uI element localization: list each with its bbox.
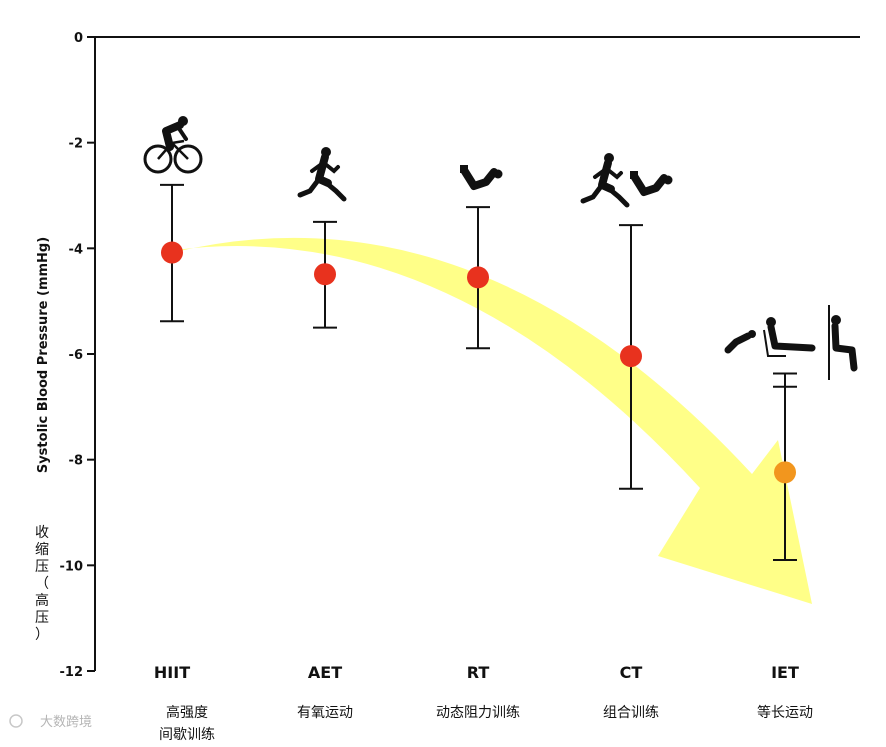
y-tick-label: 0 xyxy=(74,31,83,46)
data-point xyxy=(314,263,336,286)
weightlifter-icon xyxy=(460,165,503,190)
data-point xyxy=(620,345,642,368)
isometric-exercises-icon xyxy=(724,305,858,380)
cyclist-icon xyxy=(143,116,203,174)
data-points xyxy=(161,241,796,484)
y-axis-label-cn: 收缩压（高压） xyxy=(35,525,49,643)
x-tick-sublabel: 组合训练 xyxy=(603,705,659,721)
y-axis-label-cn-char: 高 xyxy=(35,592,49,609)
x-tick-sublabel: 有氧运动 xyxy=(297,705,353,721)
x-tick-label: AET xyxy=(308,663,342,682)
x-tick-label: RT xyxy=(467,663,490,682)
y-tick-label: -4 xyxy=(69,242,83,257)
y-tick-label: -6 xyxy=(69,348,83,363)
data-point xyxy=(774,461,796,484)
y-tick-label: -8 xyxy=(69,454,83,469)
watermark: 大数跨境 xyxy=(9,714,92,730)
data-point xyxy=(161,241,183,264)
y-axis-label-cn-char: ） xyxy=(35,627,49,643)
x-tick-sublabel: 等长运动 xyxy=(757,704,813,721)
x-tick-label: HIIT xyxy=(154,663,190,682)
watermark-logo-icon xyxy=(9,714,23,728)
y-tick-label: -10 xyxy=(60,559,84,574)
y-tick-label: -2 xyxy=(69,137,83,152)
x-tick-sublabel: 间歇训练 xyxy=(159,727,215,743)
exercise-icons xyxy=(143,116,858,380)
y-axis-label-cn-char: 收 xyxy=(35,525,49,541)
y-axis-label-cn-char: （ xyxy=(35,576,49,592)
x-tick-label: IET xyxy=(771,663,799,682)
y-axis-label-cn-char: 压 xyxy=(35,610,49,626)
y-axis-label-cn-char: 压 xyxy=(35,559,49,575)
runner-icon xyxy=(297,147,347,202)
data-point xyxy=(467,266,489,289)
watermark-text: 大数跨境 xyxy=(40,715,92,730)
x-tick-label: CT xyxy=(620,663,643,682)
x-tick-sublabel: 高强度 xyxy=(166,704,208,721)
y-tick-label: -12 xyxy=(60,665,84,680)
axes: 0 -2 -4 -6 -8 -10 -12 xyxy=(60,31,860,680)
trend-arrow xyxy=(175,237,812,604)
y-axis-label: Systolic Blood Pressure (mmHg) xyxy=(36,237,51,473)
runner-and-weightlifter-icon xyxy=(580,153,673,208)
x-tick-sublabel: 动态阻力训练 xyxy=(436,705,520,721)
y-axis-label-cn-char: 缩 xyxy=(35,542,49,558)
